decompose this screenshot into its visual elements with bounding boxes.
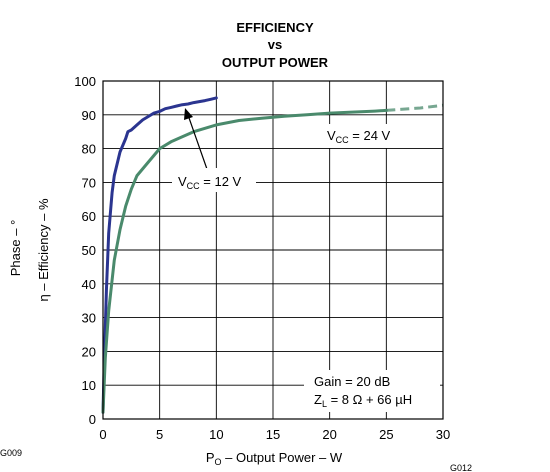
x-axis-label-main: P	[206, 450, 215, 465]
figure-code-left: G009	[0, 448, 22, 458]
series-label-12v-leader	[187, 114, 209, 173]
x-tick-label: 15	[266, 427, 280, 442]
load-annotation-sub: L	[322, 399, 327, 409]
series-line-vcc-12v	[101, 96, 218, 414]
x-axis-label-rest: – Output Power – W	[222, 450, 343, 465]
title-line-2: vs	[268, 37, 282, 52]
plot-frame	[102, 80, 444, 420]
conditions-bg	[304, 370, 440, 412]
series-label-24v-sub: CC	[336, 135, 349, 145]
series-label-24v-main: V	[327, 128, 336, 143]
y-tick-label: 50	[82, 243, 96, 258]
y-tick-label: 70	[82, 175, 96, 190]
series-line-vcc-24v	[101, 108, 388, 414]
series-label-12v-bg	[172, 168, 256, 192]
y-axis-label-inner: η – Efficiency – %	[36, 198, 51, 302]
figure-code-right: G012	[450, 463, 472, 472]
series-label-12v-arrowhead	[184, 108, 193, 120]
x-axis-label-sub: O	[214, 457, 221, 467]
load-annotation-rest: = 8 Ω + 66 µH	[327, 392, 412, 407]
conditions-annotation: Gain = 20 dB ZL = 8 Ω + 66 µH	[304, 370, 440, 412]
x-tick-label: 10	[209, 427, 223, 442]
y-tick-label: 90	[82, 108, 96, 123]
load-annotation: ZL = 8 Ω + 66 µH	[314, 392, 412, 409]
series-label-12v-text: VCC = 12 V	[178, 174, 242, 191]
series-label-24v-text: VCC = 24 V	[327, 128, 391, 145]
y-axis-label-outer: Phase – °	[8, 220, 23, 277]
series-line-vcc-24v-extension	[386, 103, 444, 112]
series-label-12v-rest: = 12 V	[200, 174, 242, 189]
series-label-24v-bg	[318, 124, 408, 148]
title-line-1: EFFICIENCY	[236, 20, 314, 35]
y-tick-label: 40	[82, 277, 96, 292]
series-label-12v-sub: CC	[187, 181, 200, 191]
series-label-12v: VCC = 12 V	[172, 108, 256, 192]
load-annotation-main: Z	[314, 392, 322, 407]
x-tick-label: 5	[156, 427, 163, 442]
y-tick-label: 100	[74, 74, 96, 89]
title-line-3: OUTPUT POWER	[222, 55, 329, 70]
series-group	[101, 96, 444, 414]
x-tick-label: 25	[379, 427, 393, 442]
y-tick-label: 20	[82, 344, 96, 359]
y-tick-label: 30	[82, 311, 96, 326]
chart-title: EFFICIENCY vs OUTPUT POWER	[222, 20, 329, 70]
series-label-24v: VCC = 24 V	[318, 124, 408, 148]
gain-annotation: Gain = 20 dB	[314, 374, 390, 389]
y-tick-label: 0	[89, 412, 96, 427]
x-tick-label: 30	[436, 427, 450, 442]
y-tick-label: 60	[82, 209, 96, 224]
tick-labels: 0 5 10 15 20 25 30 0 10 20 30 40 50 60 70 80 90 100	[74, 74, 450, 442]
x-axis-label: PO – Output Power – W	[206, 450, 343, 467]
series-label-24v-rest: = 24 V	[349, 128, 391, 143]
y-tick-label: 10	[82, 378, 96, 393]
x-tick-label: 20	[322, 427, 336, 442]
series-label-12v-main: V	[178, 174, 187, 189]
x-tick-label: 0	[99, 427, 106, 442]
y-tick-label: 80	[82, 142, 96, 157]
